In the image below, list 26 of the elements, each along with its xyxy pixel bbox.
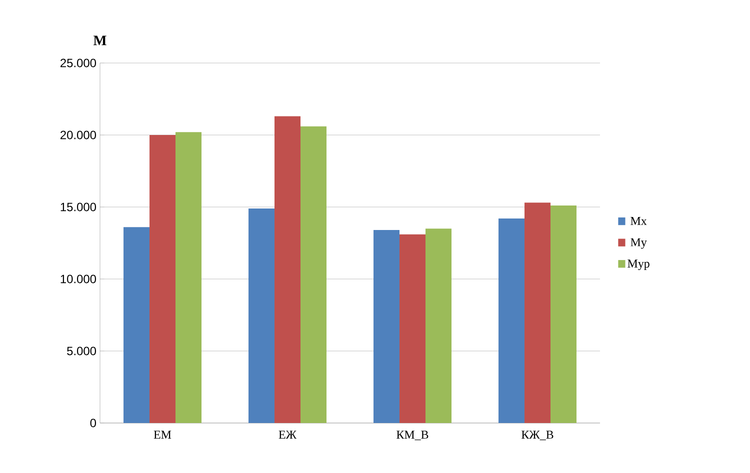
x-tick-label: КЖ_В xyxy=(522,430,554,440)
legend-label: Mx xyxy=(630,217,647,225)
y-tick-label: 5.000 xyxy=(67,346,96,356)
y-axis-title: M xyxy=(93,36,106,46)
legend-label: My xyxy=(630,238,647,249)
bar xyxy=(274,116,300,423)
y-tick-label: 0 xyxy=(90,418,96,428)
y-tick-label: 15.000 xyxy=(60,202,96,212)
bar xyxy=(150,135,176,423)
bar xyxy=(124,227,150,423)
bar xyxy=(300,126,326,423)
bar xyxy=(248,208,274,423)
x-tick-label: КМ_В xyxy=(396,430,428,440)
x-tick-label: ЕМ xyxy=(154,430,172,439)
x-tick-label: ЕЖ xyxy=(278,430,296,439)
y-tick-label: 20.000 xyxy=(60,130,96,140)
bar xyxy=(550,206,577,423)
bar xyxy=(176,132,202,423)
bar xyxy=(498,218,525,423)
y-tick-label: 25.000 xyxy=(60,58,96,68)
bar xyxy=(426,228,452,423)
y-tick-label: 10.000 xyxy=(60,274,96,284)
bar xyxy=(400,234,426,423)
bar xyxy=(524,202,551,423)
bar xyxy=(374,230,400,423)
legend-label: Myp xyxy=(628,260,650,270)
